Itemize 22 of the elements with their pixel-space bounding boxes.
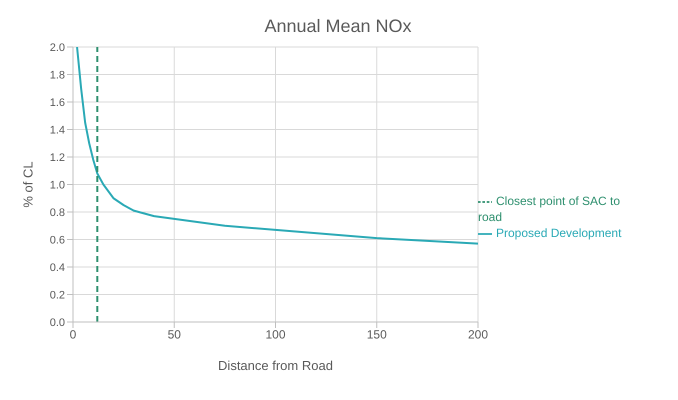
y-tick-label: 1.0 [50,179,65,192]
x-axis-title: Distance from Road [218,358,333,373]
x-tick-label: 50 [168,328,182,342]
legend-label: Closest point of SAC to road [478,194,620,224]
y-tick-label: 1.4 [50,124,65,136]
x-tick-label: 200 [468,328,488,342]
y-tick-label: 2.0 [50,42,65,54]
y-tick-label: 0.4 [50,262,65,274]
y-axis-title: % of CL [20,161,36,208]
y-tick-label: 1.2 [50,152,65,164]
line-series [76,47,478,245]
x-tick-label: 150 [366,328,388,342]
y-tick-label: 1.6 [50,96,65,109]
y-tick-label: 0.0 [50,316,65,329]
y-tick-label: 0.6 [50,234,65,246]
x-tick-label: 0 [70,328,77,342]
y-tick-label: 0.8 [50,206,65,219]
chart-title: Annual Mean NOx [263,15,413,38]
y-tick-label: 1.8 [50,69,65,82]
y-tick-label: 0.2 [50,289,65,302]
legend-label: Proposed Development [496,226,622,240]
x-tick-label: 100 [265,328,286,342]
